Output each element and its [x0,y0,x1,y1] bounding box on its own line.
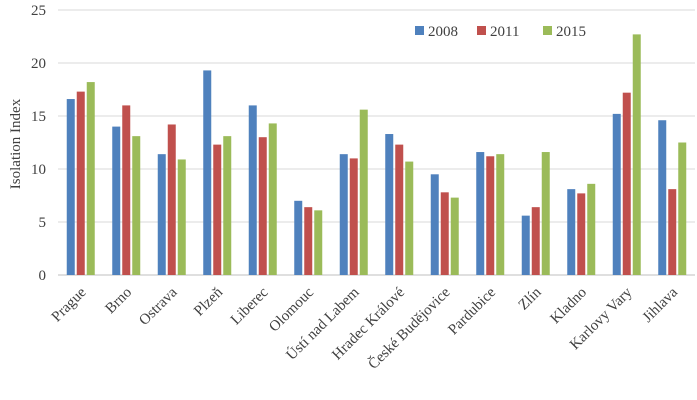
bar-2015-8 [450,197,459,275]
bar-2008-7 [385,134,394,275]
bar-2011-5 [304,207,313,275]
bar-2008-12 [612,113,621,275]
bar-2008-0 [66,99,75,275]
bar-2011-13 [668,189,677,275]
x-tick-label: České Budějovice [365,284,454,373]
bar-2015-3 [223,136,232,275]
x-tick-label: Jihlava [640,284,682,326]
legend-label: 2008 [428,24,458,40]
legend-label: 2011 [490,24,519,40]
bar-2008-4 [248,105,257,276]
legend: 2008 2011 2015 [415,24,586,40]
bar-2008-3 [203,70,212,275]
y-axis-title: Isolation Index [8,98,24,189]
bar-2008-9 [476,152,485,275]
bar-2011-8 [440,192,449,275]
bar-2015-10 [541,152,550,275]
legend-swatch-2015 [543,26,552,35]
x-tick-label: Zlín [516,284,545,313]
bars [66,34,687,276]
y-tick-label: 0 [39,268,47,284]
bar-2015-0 [86,82,95,275]
x-tick-label: Liberec [228,284,272,328]
bar-2008-1 [112,126,121,275]
bar-2008-8 [430,174,439,275]
x-tick-label: Ostrava [136,284,181,329]
bar-2011-4 [258,137,267,275]
gridlines [58,9,695,276]
bar-2015-4 [268,123,277,275]
bar-2015-5 [314,210,323,275]
y-tick-label: 25 [31,3,46,19]
bar-2011-10 [531,207,540,275]
bar-2011-9 [486,156,495,275]
bar-2011-1 [122,105,131,276]
y-tick-label: 5 [39,215,47,231]
y-tick-labels: 0 5 10 15 20 25 [31,3,46,284]
bar-2011-3 [213,144,222,275]
legend-label: 2015 [556,24,586,40]
bar-2015-7 [405,161,414,275]
bar-2008-5 [294,200,303,275]
bar-2008-13 [658,120,667,276]
bar-2008-6 [339,154,348,275]
legend-swatch-2011 [477,26,486,35]
bar-2011-7 [395,144,404,275]
y-tick-label: 15 [31,109,46,125]
bar-2015-13 [678,142,687,275]
bar-2015-11 [587,183,596,275]
bar-2011-11 [577,193,586,275]
legend-swatch-2008 [415,26,424,35]
bar-2015-9 [496,154,505,275]
bar-2011-0 [76,91,85,276]
bar-2008-10 [521,215,530,275]
y-tick-label: 10 [31,162,46,178]
bar-2011-2 [167,124,176,275]
x-tick-labels: Prague Brno Ostrava Plzeň LiberecOlomoucÚstí… [49,284,682,373]
bar-2011-6 [349,158,358,275]
x-tick-label: Prague [49,284,90,325]
x-tick-label: Kladno [548,285,591,328]
y-tick-label: 20 [31,56,46,72]
bar-2015-1 [132,136,141,275]
bar-2015-6 [359,109,368,275]
bar-2008-2 [157,154,166,275]
x-tick-label: Brno [103,285,136,318]
x-tick-label: Plzeň [191,284,226,319]
x-tick-label: Pardubice [445,284,499,338]
bar-2008-11 [567,189,576,275]
bar-2011-12 [622,92,631,276]
bar-2015-2 [177,159,186,275]
bar-2015-12 [632,34,641,275]
